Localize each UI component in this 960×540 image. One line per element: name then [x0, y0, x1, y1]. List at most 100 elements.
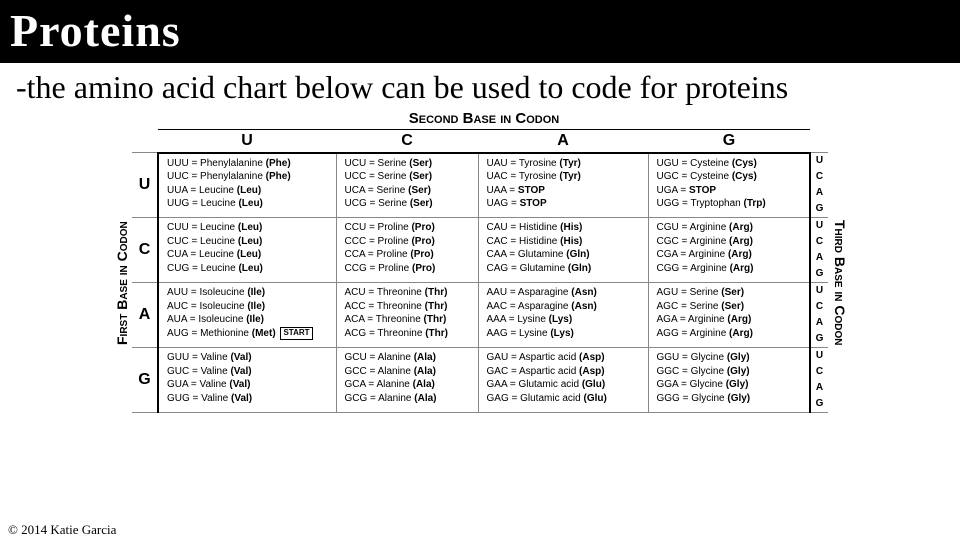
- codon-cell-GG: GGU = Glycine (Gly)GGC = Glycine (Gly)GG…: [648, 348, 810, 413]
- third-base-cell-U: UCAG: [810, 153, 828, 218]
- codon-entry: CUU = Leucine (Leu): [167, 221, 328, 235]
- codon-entry: UUG = Leucine (Leu): [167, 197, 328, 211]
- row-header-G: G: [132, 348, 158, 413]
- copyright: © 2014 Katie Garcia: [8, 522, 116, 538]
- codon-entry: CGU = Arginine (Arg): [657, 221, 802, 235]
- codon-entry: AAU = Asparagine (Asn): [487, 286, 640, 300]
- codon-cell-CC: CCU = Proline (Pro)CCC = Proline (Pro)CC…: [336, 218, 478, 283]
- col-header-U: U: [158, 129, 336, 153]
- codon-entry: GCG = Alanine (Ala): [345, 392, 470, 406]
- codon-entry: CCC = Proline (Pro): [345, 235, 470, 249]
- codon-entry: CUC = Leucine (Leu): [167, 235, 328, 249]
- codon-entry: GCA = Alanine (Ala): [345, 378, 470, 392]
- codon-cell-CA: CAU = Histidine (His)CAC = Histidine (Hi…: [478, 218, 648, 283]
- codon-entry: GAU = Aspartic acid (Asp): [487, 351, 640, 365]
- codon-entry: UAG = STOP: [487, 197, 640, 211]
- codon-entry: AAA = Lysine (Lys): [487, 313, 640, 327]
- start-badge: START: [280, 327, 312, 340]
- codon-entry: UAC = Tyrosine (Tyr): [487, 170, 640, 184]
- codon-cell-AC: ACU = Threonine (Thr)ACC = Threonine (Th…: [336, 283, 478, 348]
- codon-cell-AA: AAU = Asparagine (Asn)AAC = Asparagine (…: [478, 283, 648, 348]
- codon-entry: UGC = Cysteine (Cys): [657, 170, 802, 184]
- codon-entry: UCA = Serine (Ser): [345, 184, 470, 198]
- codon-entry: GGU = Glycine (Gly): [657, 351, 802, 365]
- codon-entry: UCU = Serine (Ser): [345, 157, 470, 171]
- codon-entry: UCG = Serine (Ser): [345, 197, 470, 211]
- codon-entry: CCU = Proline (Pro): [345, 221, 470, 235]
- codon-entry: ACC = Threonine (Thr): [345, 300, 470, 314]
- codon-cell-GU: GUU = Valine (Val)GUC = Valine (Val)GUA …: [158, 348, 336, 413]
- codon-entry: CAU = Histidine (His): [487, 221, 640, 235]
- codon-entry: UAU = Tyrosine (Tyr): [487, 157, 640, 171]
- codon-entry: ACU = Threonine (Thr): [345, 286, 470, 300]
- page-title: Proteins: [0, 0, 960, 63]
- codon-entry: AUG = Methionine (Met) START: [167, 327, 328, 341]
- codon-entry: CUA = Leucine (Leu): [167, 248, 328, 262]
- codon-cell-UA: UAU = Tyrosine (Tyr)UAC = Tyrosine (Tyr)…: [478, 153, 648, 218]
- codon-cell-UG: UGU = Cysteine (Cys)UGC = Cysteine (Cys)…: [648, 153, 810, 218]
- codon-entry: CUG = Leucine (Leu): [167, 262, 328, 276]
- codon-entry: CCG = Proline (Pro): [345, 262, 470, 276]
- subtitle: -the amino acid chart below can be used …: [0, 63, 960, 108]
- codon-cell-UU: UUU = Phenylalanine (Phe)UUC = Phenylala…: [158, 153, 336, 218]
- codon-entry: GCC = Alanine (Ala): [345, 365, 470, 379]
- codon-entry: UGA = STOP: [657, 184, 802, 198]
- codon-cell-GA: GAU = Aspartic acid (Asp)GAC = Aspartic …: [478, 348, 648, 413]
- codon-entry: ACG = Threonine (Thr): [345, 327, 470, 341]
- codon-entry: GUG = Valine (Val): [167, 392, 328, 406]
- col-header-A: A: [478, 129, 648, 153]
- third-base-label: Third Base in Codon: [828, 153, 850, 413]
- codon-entry: UGG = Tryptophan (Trp): [657, 197, 802, 211]
- codon-entry: AAG = Lysine (Lys): [487, 327, 640, 341]
- codon-entry: AAC = Asparagine (Asn): [487, 300, 640, 314]
- codon-entry: AGA = Arginine (Arg): [657, 313, 802, 327]
- col-header-C: C: [336, 129, 478, 153]
- third-base-cell-C: UCAG: [810, 218, 828, 283]
- third-base-cell-A: UCAG: [810, 283, 828, 348]
- codon-cell-AU: AUU = Isoleucine (Ile)AUC = Isoleucine (…: [158, 283, 336, 348]
- codon-entry: UCC = Serine (Ser): [345, 170, 470, 184]
- row-header-U: U: [132, 153, 158, 218]
- codon-entry: AUU = Isoleucine (Ile): [167, 286, 328, 300]
- column-headers-row: U C A G: [110, 129, 850, 153]
- codon-entry: GUU = Valine (Val): [167, 351, 328, 365]
- col-header-G: G: [648, 129, 810, 153]
- codon-cell-AG: AGU = Serine (Ser)AGC = Serine (Ser)AGA …: [648, 283, 810, 348]
- codon-entry: GGC = Glycine (Gly): [657, 365, 802, 379]
- codon-entry: GGA = Glycine (Gly): [657, 378, 802, 392]
- codon-entry: GAA = Glutamic acid (Glu): [487, 378, 640, 392]
- codon-cell-CU: CUU = Leucine (Leu)CUC = Leucine (Leu)CU…: [158, 218, 336, 283]
- codon-entry: GUA = Valine (Val): [167, 378, 328, 392]
- codon-entry: CCA = Proline (Pro): [345, 248, 470, 262]
- codon-entry: UUU = Phenylalanine (Phe): [167, 157, 328, 171]
- third-base-cell-G: UCAG: [810, 348, 828, 413]
- codon-cell-GC: GCU = Alanine (Ala)GCC = Alanine (Ala)GC…: [336, 348, 478, 413]
- codon-entry: GAC = Aspartic acid (Asp): [487, 365, 640, 379]
- codon-entry: CGA = Arginine (Arg): [657, 248, 802, 262]
- codon-table-container: Second Base in Codon U C A G First Base …: [0, 108, 960, 414]
- codon-entry: CGC = Arginine (Arg): [657, 235, 802, 249]
- codon-entry: ACA = Threonine (Thr): [345, 313, 470, 327]
- codon-cell-CG: CGU = Arginine (Arg)CGC = Arginine (Arg)…: [648, 218, 810, 283]
- codon-entry: CAA = Glutamine (Gln): [487, 248, 640, 262]
- codon-entry: UGU = Cysteine (Cys): [657, 157, 802, 171]
- codon-entry: CAC = Histidine (His): [487, 235, 640, 249]
- codon-entry: UUA = Leucine (Leu): [167, 184, 328, 198]
- row-header-C: C: [132, 218, 158, 283]
- codon-entry: UUC = Phenylalanine (Phe): [167, 170, 328, 184]
- codon-entry: GAG = Glutamic acid (Glu): [487, 392, 640, 406]
- codon-entry: UAA = STOP: [487, 184, 640, 198]
- codon-entry: AGC = Serine (Ser): [657, 300, 802, 314]
- codon-entry: GCU = Alanine (Ala): [345, 351, 470, 365]
- codon-entry: GUC = Valine (Val): [167, 365, 328, 379]
- codon-entry: GGG = Glycine (Gly): [657, 392, 802, 406]
- codon-entry: CGG = Arginine (Arg): [657, 262, 802, 276]
- codon-table: Second Base in Codon U C A G First Base …: [110, 108, 850, 414]
- codon-entry: AGU = Serine (Ser): [657, 286, 802, 300]
- codon-entry: AGG = Arginine (Arg): [657, 327, 802, 341]
- row-header-A: A: [132, 283, 158, 348]
- codon-entry: CAG = Glutamine (Gln): [487, 262, 640, 276]
- codon-cell-UC: UCU = Serine (Ser)UCC = Serine (Ser)UCA …: [336, 153, 478, 218]
- codon-entry: AUC = Isoleucine (Ile): [167, 300, 328, 314]
- first-base-label: First Base in Codon: [110, 153, 132, 413]
